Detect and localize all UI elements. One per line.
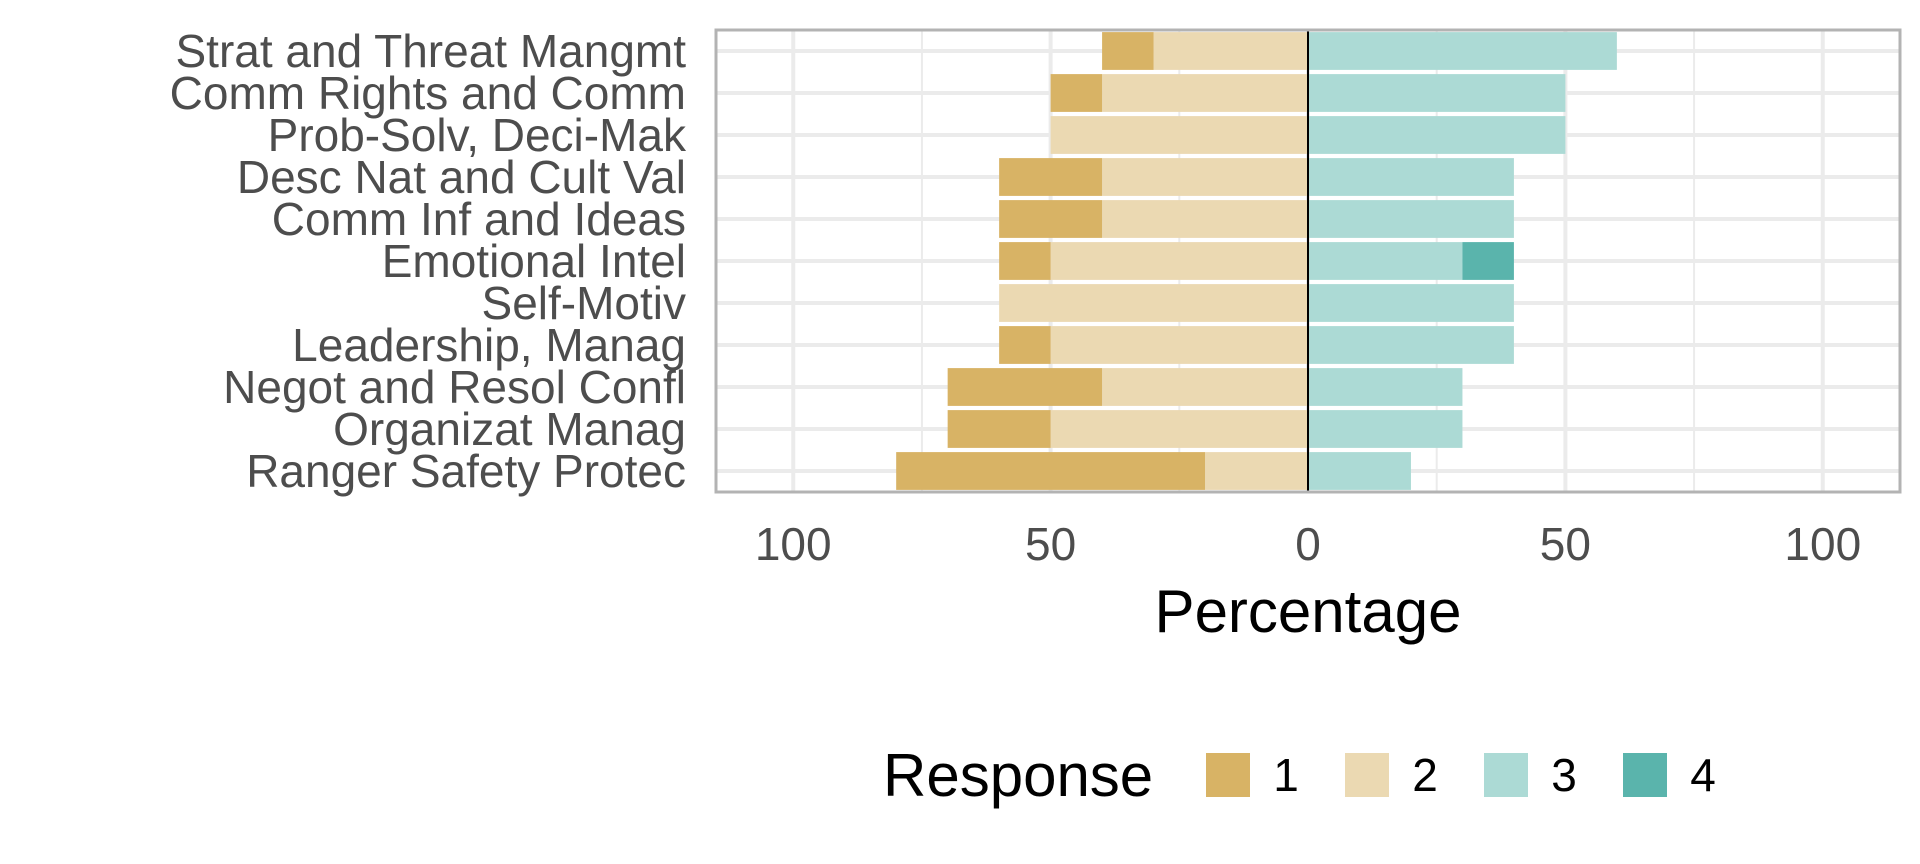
category-label: Self-Motiv xyxy=(482,277,686,329)
x-tick-label: 50 xyxy=(1025,518,1076,570)
bar-response-3 xyxy=(1308,200,1514,238)
category-label: Ranger Safety Protec xyxy=(246,445,686,497)
x-tick-label: 100 xyxy=(755,518,832,570)
bar-response-2 xyxy=(1050,242,1308,280)
bar-response-1 xyxy=(947,368,1103,406)
legend-swatch-2 xyxy=(1345,753,1389,797)
x-tick-labels: 100 50 0 50 100 xyxy=(755,518,1861,570)
category-label: Strat and Threat Mangmt xyxy=(175,25,686,77)
x-axis-title: Percentage xyxy=(1155,578,1462,645)
bar-response-2 xyxy=(1050,326,1308,364)
legend-swatch-4 xyxy=(1623,753,1667,797)
legend: Response 1 2 3 4 xyxy=(883,742,1716,809)
bar-response-1 xyxy=(1102,32,1154,70)
bar-response-1 xyxy=(947,410,1051,448)
bar-response-3 xyxy=(1308,326,1514,364)
bar-response-2 xyxy=(999,284,1308,322)
bar-response-2 xyxy=(1102,158,1308,196)
legend-swatch-3 xyxy=(1484,753,1528,797)
bar-response-1 xyxy=(999,326,1051,364)
bar-response-3 xyxy=(1308,368,1463,406)
bar-response-2 xyxy=(1205,452,1308,490)
x-tick-label: 50 xyxy=(1540,518,1591,570)
category-label: Comm Rights and Comm xyxy=(170,67,686,119)
category-label: Emotional Intel xyxy=(382,235,686,287)
legend-label-3: 3 xyxy=(1551,749,1577,801)
category-label: Organizat Manag xyxy=(333,403,686,455)
bar-response-3 xyxy=(1308,74,1566,112)
legend-swatch-1 xyxy=(1206,753,1250,797)
bar-response-3 xyxy=(1308,410,1463,448)
category-label: Prob-Solv, Deci-Mak xyxy=(268,109,687,161)
bar-response-2 xyxy=(1050,410,1308,448)
bar-response-1 xyxy=(999,242,1051,280)
bar-response-1 xyxy=(1050,74,1103,112)
bar-response-3 xyxy=(1308,452,1411,490)
legend-label-1: 1 xyxy=(1273,749,1299,801)
category-label: Negot and Resol Confl xyxy=(223,361,686,413)
bar-response-2 xyxy=(1102,368,1308,406)
bar-response-2 xyxy=(1102,74,1308,112)
bar-response-3 xyxy=(1308,32,1617,70)
legend-title: Response xyxy=(883,742,1153,809)
bar-response-3 xyxy=(1308,242,1463,280)
x-tick-label: 100 xyxy=(1784,518,1861,570)
bar-response-1 xyxy=(896,452,1206,490)
legend-label-4: 4 xyxy=(1690,749,1716,801)
bar-response-1 xyxy=(999,158,1103,196)
bar-response-3 xyxy=(1308,116,1566,154)
category-label: Comm Inf and Ideas xyxy=(272,193,686,245)
bars xyxy=(896,32,1617,490)
bar-response-2 xyxy=(1050,116,1308,154)
category-label: Desc Nat and Cult Val xyxy=(237,151,686,203)
bar-response-3 xyxy=(1308,284,1514,322)
bar-response-4 xyxy=(1462,242,1514,280)
x-tick-label: 0 xyxy=(1295,518,1321,570)
bar-response-3 xyxy=(1308,158,1514,196)
panel-border xyxy=(714,28,1902,494)
bar-response-1 xyxy=(999,200,1103,238)
bar-response-2 xyxy=(1153,32,1308,70)
legend-label-2: 2 xyxy=(1412,749,1438,801)
category-label: Leadership, Manag xyxy=(292,319,686,371)
bar-response-2 xyxy=(1102,200,1308,238)
